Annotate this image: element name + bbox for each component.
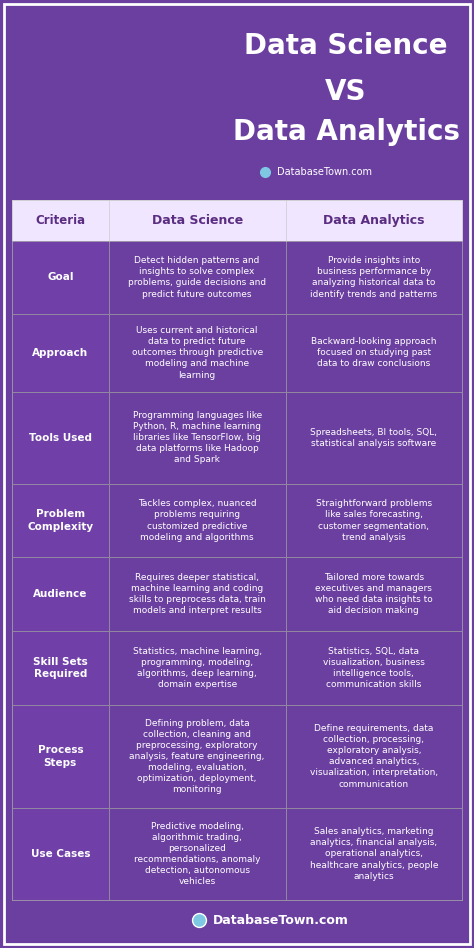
- Text: Process
Steps: Process Steps: [37, 745, 83, 768]
- Text: Goal: Goal: [47, 272, 73, 283]
- Bar: [286, 483, 462, 557]
- Bar: [286, 241, 462, 314]
- Bar: [286, 314, 462, 392]
- Bar: [12, 631, 109, 704]
- Bar: [12, 200, 462, 900]
- Text: Data Science: Data Science: [152, 213, 243, 227]
- Bar: [109, 557, 286, 631]
- Bar: [12, 557, 109, 631]
- Text: Provide insights into
business performance by
analyzing historical data to
ident: Provide insights into business performan…: [310, 256, 438, 299]
- Bar: [12, 704, 109, 808]
- Text: Uses current and historical
data to predict future
outcomes through predictive
m: Uses current and historical data to pred…: [132, 326, 263, 379]
- Text: Detect hidden patterns and
insights to solve complex
problems, guide decisions a: Detect hidden patterns and insights to s…: [128, 256, 266, 299]
- Text: Programming languages like
Python, R, machine learning
libraries like TensorFlow: Programming languages like Python, R, ma…: [133, 410, 262, 465]
- Bar: [12, 200, 462, 241]
- Text: Audience: Audience: [33, 590, 88, 599]
- Text: Problem
Complexity: Problem Complexity: [27, 509, 93, 532]
- Text: Predictive modeling,
algorithmic trading,
personalized
recommendations, anomaly
: Predictive modeling, algorithmic trading…: [134, 822, 260, 886]
- Text: VS: VS: [325, 78, 367, 106]
- Bar: [286, 557, 462, 631]
- Text: Criteria: Criteria: [35, 213, 85, 227]
- Bar: [109, 704, 286, 808]
- Bar: [109, 483, 286, 557]
- Bar: [286, 392, 462, 483]
- Text: Tackles complex, nuanced
problems requiring
customized predictive
modeling and a: Tackles complex, nuanced problems requir…: [138, 500, 256, 541]
- Text: Backward-looking approach
focused on studying past
data to draw conclusions: Backward-looking approach focused on stu…: [311, 337, 437, 369]
- Bar: [12, 392, 109, 483]
- Bar: [109, 808, 286, 900]
- Bar: [286, 631, 462, 704]
- Text: Requires deeper statistical,
machine learning and coding
skills to preprocess da: Requires deeper statistical, machine lea…: [129, 573, 265, 615]
- Bar: [109, 392, 286, 483]
- Bar: [286, 704, 462, 808]
- Bar: [109, 241, 286, 314]
- Bar: [12, 314, 109, 392]
- Bar: [12, 808, 109, 900]
- Text: Statistics, machine learning,
programming, modeling,
algorithms, deep learning,
: Statistics, machine learning, programmin…: [133, 647, 262, 689]
- Bar: [286, 808, 462, 900]
- Text: Define requirements, data
collection, processing,
exploratory analysis,
advanced: Define requirements, data collection, pr…: [310, 724, 438, 789]
- Text: Spreadsheets, BI tools, SQL,
statistical analysis software: Spreadsheets, BI tools, SQL, statistical…: [310, 428, 438, 447]
- Text: Sales analytics, marketing
analytics, financial analysis,
operational analytics,: Sales analytics, marketing analytics, fi…: [310, 828, 438, 881]
- Bar: [12, 483, 109, 557]
- Text: Data Analytics: Data Analytics: [323, 213, 425, 227]
- Text: Tools Used: Tools Used: [29, 432, 92, 443]
- Text: Tailored more towards
executives and managers
who need data insights to
aid deci: Tailored more towards executives and man…: [315, 573, 433, 615]
- Text: Data Science: Data Science: [244, 32, 448, 60]
- Text: Data Analytics: Data Analytics: [233, 118, 459, 146]
- Text: DatabaseTown.com: DatabaseTown.com: [213, 914, 349, 926]
- Text: Statistics, SQL, data
visualization, business
intelligence tools,
communication : Statistics, SQL, data visualization, bus…: [323, 647, 425, 689]
- Text: Skill Sets
Required: Skill Sets Required: [33, 657, 88, 679]
- Text: Use Cases: Use Cases: [31, 849, 90, 859]
- Bar: [12, 241, 109, 314]
- Text: Approach: Approach: [32, 348, 89, 358]
- Text: DatabaseTown.com: DatabaseTown.com: [277, 167, 373, 177]
- Text: Defining problem, data
collection, cleaning and
preprocessing, exploratory
analy: Defining problem, data collection, clean…: [129, 719, 265, 794]
- Bar: [109, 314, 286, 392]
- Text: Straightforward problems
like sales forecasting,
customer segmentation,
trend an: Straightforward problems like sales fore…: [316, 500, 432, 541]
- Bar: [109, 631, 286, 704]
